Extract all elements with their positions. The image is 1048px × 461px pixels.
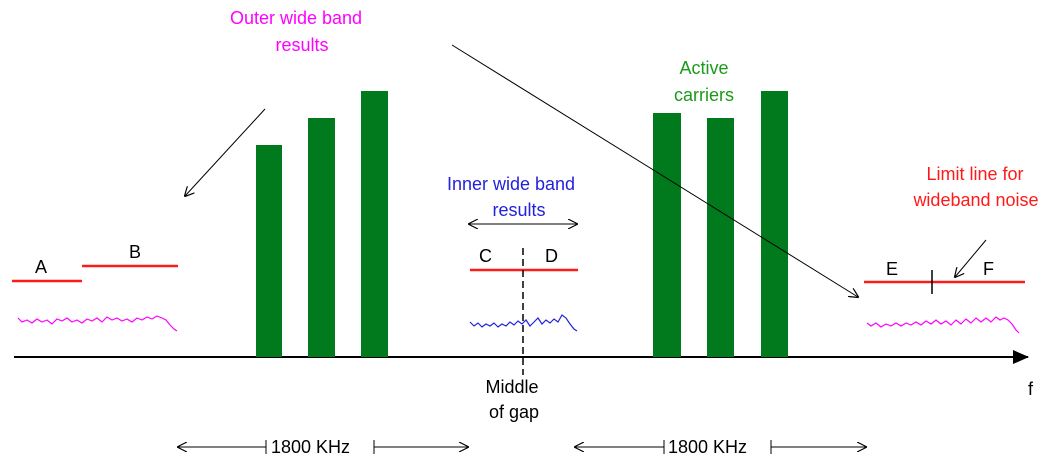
outer-results-label-line2: results	[275, 35, 328, 55]
segment-label-c: C	[479, 246, 492, 266]
segment-label-e: E	[886, 259, 898, 279]
carrier-bar	[308, 118, 335, 357]
span-right-label: 1800 KHz	[668, 437, 747, 457]
carrier-bar	[361, 91, 388, 357]
axis-label-f: f	[1028, 379, 1034, 399]
middle-of-gap-label-line2: of gap	[489, 402, 539, 422]
limit-line-label-line1: Limit line for	[926, 164, 1023, 184]
carrier-bar	[653, 113, 681, 357]
segment-label-d: D	[545, 246, 558, 266]
carrier-bar	[707, 118, 734, 357]
active-carriers-label-line2: carriers	[674, 85, 734, 105]
outer-band-arrow-right	[451, 44, 858, 297]
inner-results-label-line2: results	[492, 200, 545, 220]
outer-results-label-line1: Outer wide band	[230, 8, 362, 28]
noise-trace-outer-left	[17, 315, 178, 332]
segment-label-b: B	[129, 242, 141, 262]
middle-of-gap-label-line1: Middle	[485, 377, 538, 397]
segment-label-f: F	[983, 259, 994, 279]
outer-band-arrow-left	[185, 108, 266, 196]
carrier-bar	[256, 145, 282, 357]
inner-results-label-line1: Inner wide band	[447, 174, 575, 194]
span-left-label: 1800 KHz	[271, 437, 350, 457]
active-carriers-label-line1: Active	[679, 58, 728, 78]
carrier-bar	[761, 91, 788, 357]
noise-trace-outer-right	[866, 316, 1020, 334]
segment-label-a: A	[35, 257, 47, 277]
noise-trace-inner	[469, 314, 578, 332]
limit-line-label-line2: wideband noise	[912, 190, 1038, 210]
limit-line-arrow	[955, 239, 987, 277]
